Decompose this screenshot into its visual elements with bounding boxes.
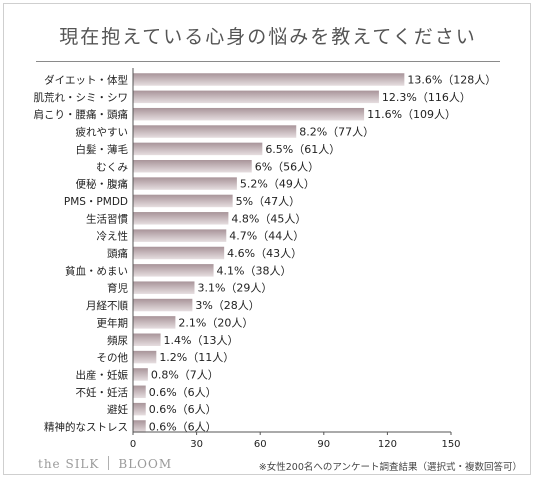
category-label: 頭痛 — [107, 247, 128, 260]
brand-name-left: the SILK — [38, 457, 100, 471]
value-label: 4.7%（44人） — [229, 230, 304, 243]
category-label: 不妊・妊活 — [76, 386, 129, 399]
bar — [133, 333, 161, 346]
category-label: 育児 — [107, 282, 128, 295]
bar — [133, 160, 252, 173]
bar — [133, 73, 405, 86]
value-label: 0.6%（6人） — [149, 421, 217, 434]
category-label: 冷え性 — [97, 230, 129, 243]
category-label: 肌荒れ・シミ・シワ — [34, 92, 129, 104]
category-label: 肩こり・腰痛・頭痛 — [34, 108, 129, 121]
bar — [133, 177, 237, 190]
bar — [133, 229, 227, 242]
category-label: 精神的なストレス — [44, 421, 128, 434]
value-label: 4.1%（38人） — [217, 264, 292, 277]
category-label: 生活習慣 — [86, 212, 128, 225]
bar — [133, 281, 195, 294]
value-label: 1.4%（13人） — [164, 334, 239, 347]
value-label: 6.5%（61人） — [265, 143, 340, 156]
bar — [133, 125, 297, 138]
bar — [133, 142, 263, 156]
value-label: 12.3%（116人） — [382, 91, 471, 104]
value-label: 0.6%（6人） — [149, 386, 217, 399]
category-label: 月経不順 — [86, 299, 128, 312]
category-label: 避妊 — [107, 403, 128, 416]
x-tick-label: 90 — [317, 439, 330, 450]
category-label: その他 — [97, 351, 129, 364]
value-label: 1.2%（11人） — [159, 351, 234, 364]
bar — [133, 420, 146, 433]
value-label: 4.6%（43人） — [227, 247, 302, 260]
value-label: 0.8%（7人） — [151, 368, 219, 381]
category-label: PMS・PMDD — [64, 196, 128, 208]
bar — [133, 368, 148, 381]
value-label: 4.8%（45人） — [231, 212, 306, 225]
bar — [133, 402, 146, 416]
bar — [133, 316, 176, 329]
value-label: 5%（47人） — [236, 195, 300, 208]
brand-name-right: BLOOM — [118, 457, 173, 471]
x-tick-label: 120 — [378, 439, 397, 450]
brand-separator — [108, 456, 110, 470]
category-label: 白髪・薄毛 — [76, 143, 129, 156]
category-label: ダイエット・体型 — [44, 74, 128, 87]
category-label: 更年期 — [97, 316, 129, 329]
value-label: 3.1%（29人） — [197, 282, 272, 295]
category-label: 疲れやすい — [76, 126, 129, 139]
bar — [133, 246, 225, 260]
x-tick-label: 150 — [441, 439, 460, 450]
value-label: 13.6%（128人） — [407, 74, 496, 87]
brand-logo: the SILK BLOOM — [38, 456, 172, 471]
category-label: 便秘・腹痛 — [76, 178, 129, 191]
category-label: 貧血・めまい — [65, 264, 128, 277]
category-label: むくみ — [96, 161, 128, 173]
bar — [133, 90, 379, 104]
x-tick-label: 60 — [254, 439, 267, 450]
x-tick-label: 0 — [130, 439, 136, 450]
value-label: 2.1%（20人） — [178, 316, 253, 329]
bar — [133, 264, 214, 277]
value-label: 11.6%（109人） — [367, 108, 456, 121]
title-divider — [36, 61, 500, 62]
bar — [133, 298, 193, 312]
bar — [133, 350, 157, 364]
survey-footnote: ※女性200名へのアンケート調査結果（選択式・複数回答可） — [258, 462, 522, 473]
value-label: 8.2%（77人） — [299, 126, 374, 139]
value-label: 5.2%（49人） — [240, 178, 315, 191]
value-label: 0.6%（6人） — [149, 403, 217, 416]
bar — [133, 107, 365, 121]
category-label: 出産・妊娠 — [76, 368, 129, 381]
bar — [133, 212, 229, 225]
bar — [133, 194, 233, 208]
x-tick-label: 30 — [190, 439, 203, 450]
category-label: 頻尿 — [107, 334, 128, 347]
bar — [133, 385, 146, 399]
value-label: 6%（56人） — [255, 160, 319, 173]
value-label: 3%（28人） — [195, 299, 259, 312]
chart-title: 現在抱えている心身の悩みを教えてください — [59, 26, 477, 48]
